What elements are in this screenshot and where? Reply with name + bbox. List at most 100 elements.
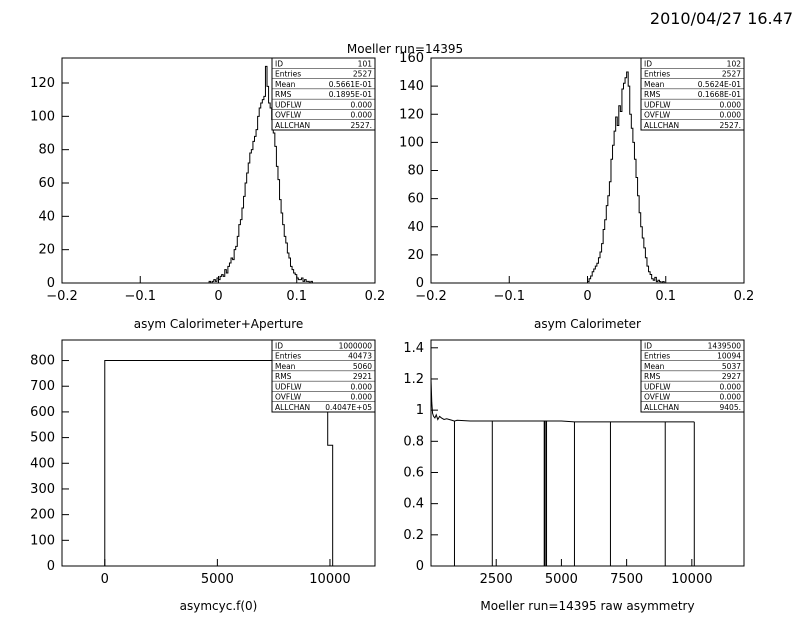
y-tick-label: 1.4 [403, 341, 424, 356]
stats-key: OVFLW [644, 111, 671, 120]
stats-value: 0.5624E-01 [698, 80, 741, 89]
stats-value: 0.000 [351, 111, 373, 120]
stats-key: UDFLW [644, 100, 671, 109]
stats-value: 0.5661E-01 [329, 80, 372, 89]
stats-box: ID 1439500 Entries 10094 Mean 5037 RMS 2927 UDFL… [640, 339, 745, 413]
stats-key: RMS [275, 90, 292, 99]
stats-box: ID 101 Entries 2527 Mean 0.5661E-01 RMS 0.1895E… [271, 57, 376, 131]
stats-value: 5060 [353, 362, 372, 371]
y-tick-label: 140 [399, 79, 424, 94]
stats-value: 5037 [722, 362, 741, 371]
x-tick-label: 0.2 [734, 289, 755, 304]
stats-value: 10094 [717, 352, 741, 361]
stats-value: 2527. [351, 121, 372, 130]
stats-key: RMS [644, 372, 661, 381]
stats-key: Mean [275, 362, 296, 371]
stats-value: 0.4047E+05 [325, 403, 372, 412]
y-tick-label: 160 [399, 51, 424, 66]
plot-frame [430, 339, 745, 567]
y-tick-label: 800 [30, 354, 55, 369]
plot-panel-1: 0 20 40 60 80 100 120 −0.2 −0.1 0 0.1 0.2 ID 101 Entri… [30, 57, 385, 331]
timestamp: 2010/04/27 16.47 [650, 9, 793, 28]
stats-key: ID [644, 341, 652, 350]
stats-key: OVFLW [275, 393, 302, 402]
stats-key: Entries [644, 352, 670, 361]
stats-value: 0.000 [720, 382, 742, 391]
y-tick-label: 0.4 [403, 497, 424, 512]
y-tick-label: 120 [30, 76, 55, 91]
stats-value: 2921 [353, 372, 372, 381]
y-tick-label: 1 [416, 403, 424, 418]
x-tick-label: 10000 [671, 572, 712, 587]
stats-key: OVFLW [644, 393, 671, 402]
stats-value: 40473 [348, 352, 372, 361]
x-tick-label: 0.1 [655, 289, 676, 304]
stats-box-frame [640, 339, 745, 413]
stats-key: Mean [644, 362, 665, 371]
x-tick-label: 5000 [545, 572, 578, 587]
stats-value: 2527. [720, 121, 741, 130]
stats-value: 0.000 [351, 382, 373, 391]
y-tick-label: 120 [399, 107, 424, 122]
stats-value: 102 [727, 59, 742, 68]
stats-box-frame [271, 57, 376, 131]
stats-value: 0.000 [351, 393, 373, 402]
y-tick-label: 60 [407, 192, 424, 207]
y-tick-label: 80 [38, 143, 55, 158]
stats-value: 101 [358, 59, 373, 68]
stats-value: 0.000 [720, 100, 742, 109]
run-title: Moeller run=14395 [347, 42, 463, 56]
plot-panel-2: 0 20 40 60 80 100 120 140 160 −0.2 −0.1 0 0.1 0.2 ID 10… [399, 51, 754, 331]
y-tick-label: 300 [30, 482, 55, 497]
stats-key: OVFLW [275, 111, 302, 120]
stats-key: ALLCHAN [644, 121, 679, 130]
plot-panel-4: 0 0.2 0.4 0.6 0.8 1 1.2 1.4 2500 5000 7500 10000 ID 1… [403, 339, 745, 613]
histogram-series [587, 71, 677, 284]
y-tick-label: 0 [47, 559, 55, 574]
stats-value: 1000000 [339, 341, 373, 350]
stats-key: ID [275, 59, 283, 68]
x-axis-label: asym Calorimeter [534, 317, 641, 331]
x-tick-label: −0.1 [124, 289, 156, 304]
x-tick-label: 7500 [610, 572, 643, 587]
histogram-series [208, 65, 316, 284]
y-tick-label: 200 [30, 508, 55, 523]
stats-key: Entries [275, 352, 301, 361]
stats-key: RMS [644, 90, 661, 99]
x-axis-label: asym Calorimeter+Aperture [134, 317, 304, 331]
y-tick-label: 0 [416, 559, 424, 574]
y-tick-label: 0 [47, 276, 55, 291]
stats-box-frame [640, 57, 745, 131]
x-axis-label: Moeller run=14395 raw asymmetry [480, 599, 694, 613]
stats-key: ALLCHAN [275, 121, 310, 130]
y-tick-label: 0.8 [403, 434, 424, 449]
x-tick-label: −0.1 [493, 289, 525, 304]
stats-box: ID 1000000 Entries 40473 Mean 5060 RMS 2921 UDFL… [271, 339, 376, 413]
stats-key: UDFLW [275, 100, 302, 109]
stats-key: ID [275, 341, 283, 350]
stats-value: 0.1668E-01 [698, 90, 741, 99]
stats-key: ID [644, 59, 652, 68]
stats-value: 0.000 [720, 111, 742, 120]
asymmetry-series [430, 378, 695, 423]
stats-value: 9405. [720, 403, 741, 412]
y-tick-label: 20 [407, 248, 424, 263]
stats-value: 2527 [722, 70, 741, 79]
x-tick-label: 5000 [201, 572, 234, 587]
x-tick-label: 2500 [480, 572, 513, 587]
y-tick-label: 20 [38, 243, 55, 258]
x-tick-label: 0.1 [286, 289, 307, 304]
plot-frame [61, 339, 376, 567]
stats-box: ID 102 Entries 2527 Mean 0.5624E-01 RMS 0.1668E… [640, 57, 745, 131]
x-tick-label: 0 [214, 289, 222, 304]
stats-value: 0.000 [720, 393, 742, 402]
x-tick-label: −0.2 [46, 289, 78, 304]
y-tick-label: 40 [407, 220, 424, 235]
y-tick-label: 500 [30, 431, 55, 446]
y-tick-label: 100 [30, 109, 55, 124]
stats-key: UDFLW [644, 382, 671, 391]
stats-box-frame [271, 339, 376, 413]
y-tick-label: 600 [30, 405, 55, 420]
stats-value: 0.1895E-01 [329, 90, 372, 99]
